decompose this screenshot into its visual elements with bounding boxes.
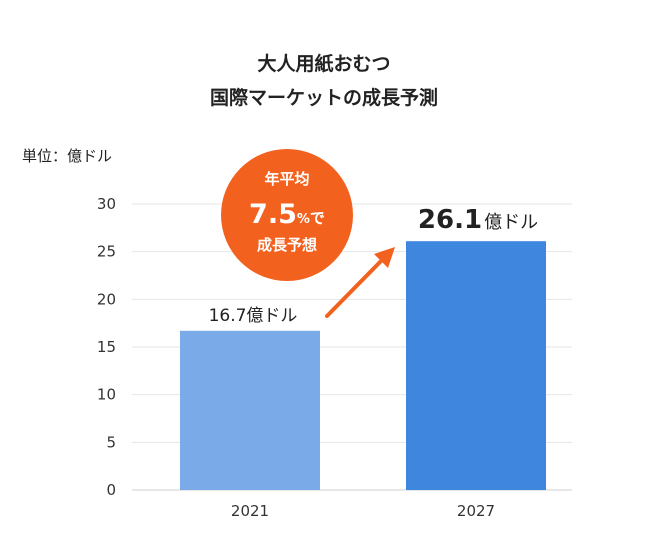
y-tick-label: 5: [106, 433, 116, 451]
unit-label: 単位：億ドル: [22, 147, 112, 165]
y-tick-label: 25: [97, 243, 116, 261]
y-tick-label: 30: [97, 195, 116, 213]
badge-line-1: 年平均: [264, 170, 309, 188]
y-tick-label: 20: [97, 290, 116, 308]
bar-2027: [406, 241, 546, 490]
y-tick-label: 0: [106, 481, 116, 499]
bars: [180, 241, 546, 490]
data-label-2021: 16.7億ドル: [209, 306, 298, 326]
badge-line-2: 7.5%で: [249, 199, 325, 230]
x-tick-label-2027: 2027: [457, 502, 495, 520]
growth-badge: 年平均 7.5%で 成長予想: [221, 149, 353, 281]
data-label-2027: 26.1 億ドル: [418, 205, 538, 235]
y-axis: 0 5 10 15 20 25 30: [97, 195, 116, 499]
badge-line-3: 成長予想: [257, 236, 317, 254]
chart-title-line-2: 国際マーケットの成長予測: [210, 86, 438, 109]
y-tick-label: 15: [97, 338, 116, 356]
growth-arrow: [325, 247, 395, 318]
bar-2021: [180, 330, 320, 490]
chart-title-line-1: 大人用紙おむつ: [257, 52, 390, 75]
x-tick-label-2021: 2021: [231, 502, 269, 520]
x-axis: 2021 2027: [231, 502, 495, 520]
y-tick-label: 10: [97, 386, 116, 404]
growth-badge-circle: [221, 149, 353, 281]
